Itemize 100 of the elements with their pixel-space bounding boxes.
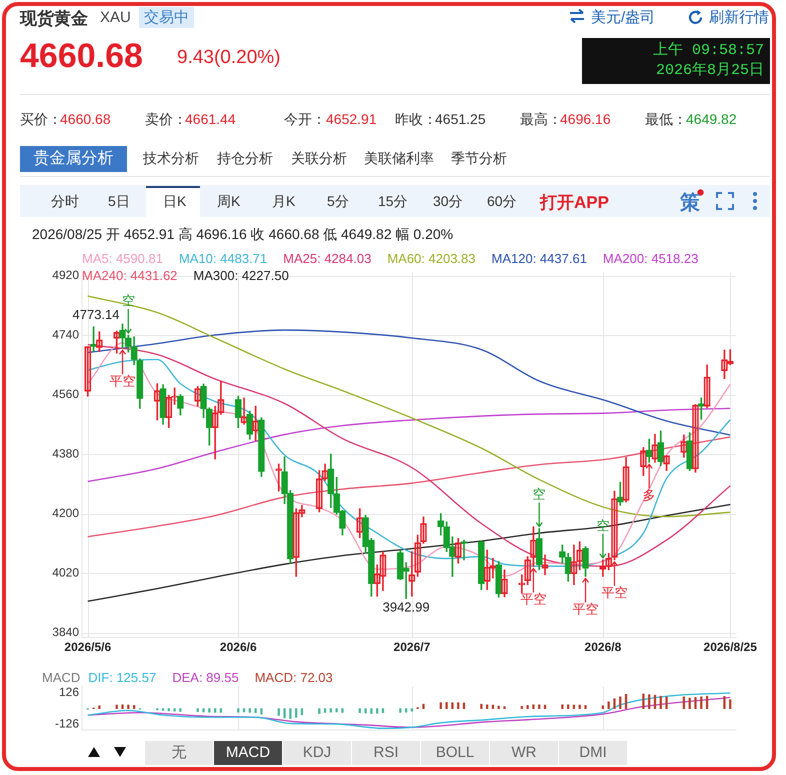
annotation: 平空 — [572, 602, 599, 617]
bar — [462, 702, 466, 709]
x-tick-label: 2026/6 — [220, 640, 257, 654]
text: 5分 — [327, 193, 349, 211]
text: 美联储利率 — [364, 150, 434, 168]
text: 无 — [145, 741, 213, 765]
annotation: 平空 — [520, 592, 546, 607]
bar — [584, 705, 587, 709]
bar — [168, 708, 170, 712]
text: 分时 — [51, 193, 79, 211]
bar — [520, 706, 523, 709]
x-tick-label: 2026/7 — [394, 640, 431, 654]
bar — [729, 699, 732, 709]
bar — [561, 704, 564, 709]
bar — [336, 708, 338, 712]
y-tick-label: 4380 — [52, 446, 80, 460]
annotation: 空 — [532, 486, 546, 502]
text: MA300: 4227.50 — [193, 267, 289, 284]
text: 4660.68 — [60, 111, 111, 127]
annotation: 平空 — [601, 584, 628, 600]
text: MA10: 4483.71 — [178, 250, 268, 268]
text: 4696.16 — [560, 111, 611, 127]
bar — [694, 697, 697, 709]
bar — [445, 702, 448, 709]
line-series — [87, 436, 731, 538]
text: 今开： — [284, 111, 326, 129]
text: RSI — [352, 741, 420, 765]
bar — [208, 708, 210, 712]
text: 4649.82 — [686, 111, 737, 127]
bar — [330, 708, 332, 712]
text: 关联分析 — [291, 150, 347, 168]
y-tick-label: 4200 — [52, 506, 80, 520]
annotation: 多 — [642, 487, 656, 502]
bar — [526, 705, 529, 709]
text: DEA: 89.55 — [172, 669, 239, 686]
text: 月K — [272, 193, 296, 211]
bar — [567, 704, 570, 709]
annotation: 4773.14 — [72, 307, 120, 322]
candlestick — [460, 540, 468, 560]
bar — [121, 704, 124, 709]
bar — [688, 698, 691, 709]
bar — [116, 704, 118, 709]
bar — [660, 696, 662, 709]
bar — [254, 708, 257, 713]
text: XAU — [100, 9, 131, 26]
text: BOLL — [421, 741, 489, 765]
bar — [538, 704, 540, 709]
text: 交易中 — [139, 7, 194, 28]
y-tick-label: 4920 — [52, 268, 80, 282]
line-series — [87, 408, 731, 482]
text: MA25: 4284.03 — [283, 250, 372, 268]
text: 2026年8月25日 — [654, 61, 764, 79]
text: MA120: 4437.61 — [492, 250, 587, 268]
y-tick-label: 4020 — [52, 565, 80, 580]
text: 周K — [217, 193, 240, 211]
x-tick-label: 2026/5/6 — [64, 640, 112, 654]
bar — [480, 704, 482, 709]
text: 打开APP — [540, 192, 609, 214]
text: 技术分析 — [143, 150, 199, 168]
text: 4661.44 — [185, 111, 236, 127]
bar — [700, 696, 702, 709]
bar — [318, 708, 320, 714]
text: 季节分析 — [451, 150, 507, 168]
text: WR — [490, 741, 558, 765]
text: KDJ — [283, 741, 351, 765]
annotation: 平空 — [110, 373, 136, 388]
bar — [723, 696, 726, 709]
candlestick — [90, 326, 97, 352]
y-tick-label: 126 — [58, 685, 80, 700]
bar — [498, 706, 500, 709]
bar — [237, 708, 240, 712]
text: MA60: 4203.83 — [387, 250, 476, 268]
bar — [457, 702, 460, 709]
bar — [399, 708, 402, 713]
bar — [289, 708, 292, 719]
text: 最低： — [645, 111, 687, 129]
bar — [127, 704, 130, 709]
text: 策 — [680, 191, 700, 216]
x-tick-label: 2026/8/25 — [704, 640, 758, 654]
text: MA200: 4518.23 — [602, 250, 698, 268]
text: 30分 — [433, 193, 463, 211]
y-tick-label: 4740 — [52, 327, 80, 342]
text: DMI — [559, 741, 627, 765]
bar — [278, 708, 280, 716]
text: 4651.25 — [435, 111, 486, 127]
text: 上午 09:58:57 — [652, 40, 764, 59]
bar — [608, 701, 610, 709]
text: 美元/盎司 — [591, 8, 656, 27]
text: 4660.68 — [20, 37, 143, 76]
line-series — [87, 329, 731, 436]
bar — [602, 706, 604, 709]
text: 15分 — [378, 193, 408, 211]
text: MACD — [214, 741, 282, 765]
bar — [196, 708, 199, 712]
bar — [248, 708, 251, 713]
bar — [132, 705, 136, 709]
y-tick-label: 4560 — [52, 386, 80, 401]
text: 5日 — [108, 193, 130, 211]
y-tick-label: 3840 — [52, 624, 80, 639]
annotation: 3942.99 — [382, 600, 430, 615]
